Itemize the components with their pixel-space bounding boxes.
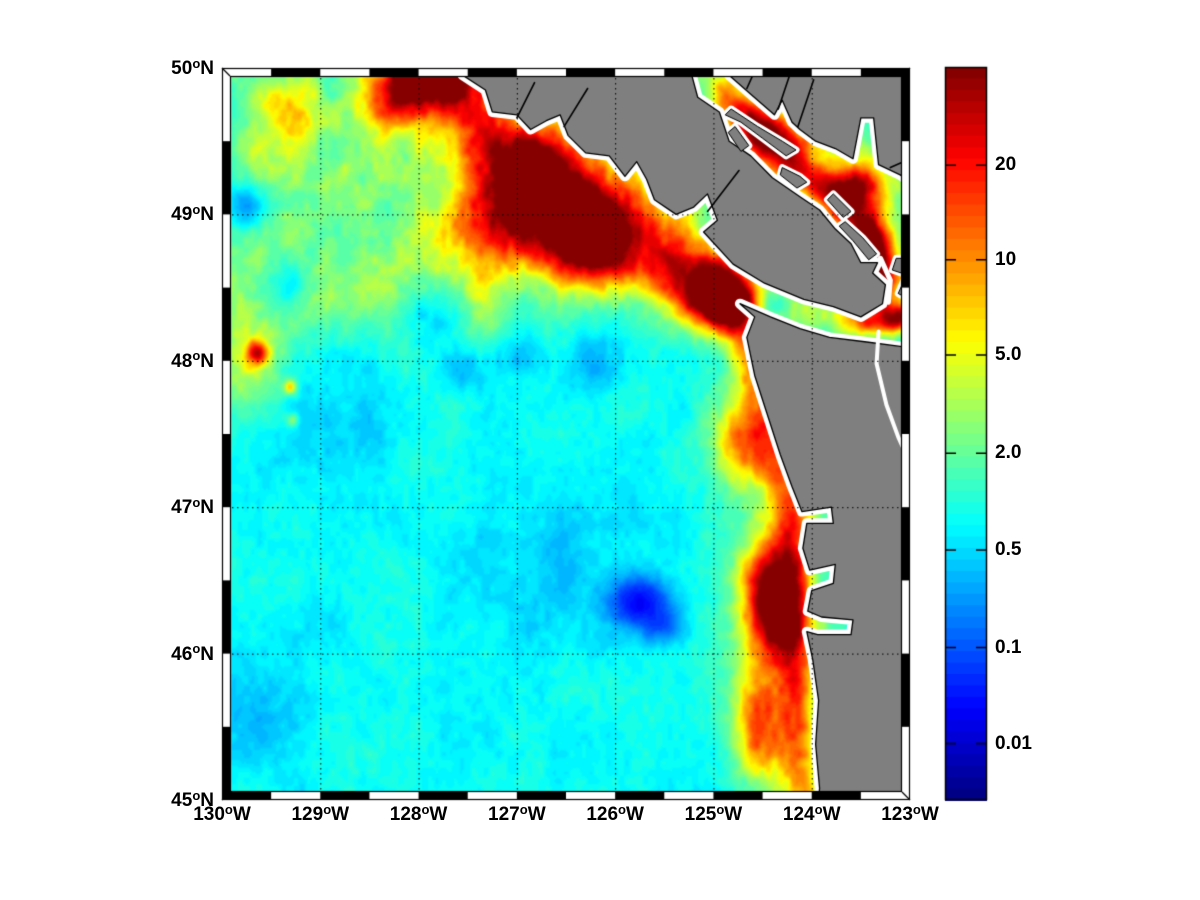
figure: 50oN 49oN 48oN 47oN 46oN 45oN 130oW 129oW 128oW…	[0, 0, 1200, 900]
map-plot-canvas	[0, 0, 1200, 900]
